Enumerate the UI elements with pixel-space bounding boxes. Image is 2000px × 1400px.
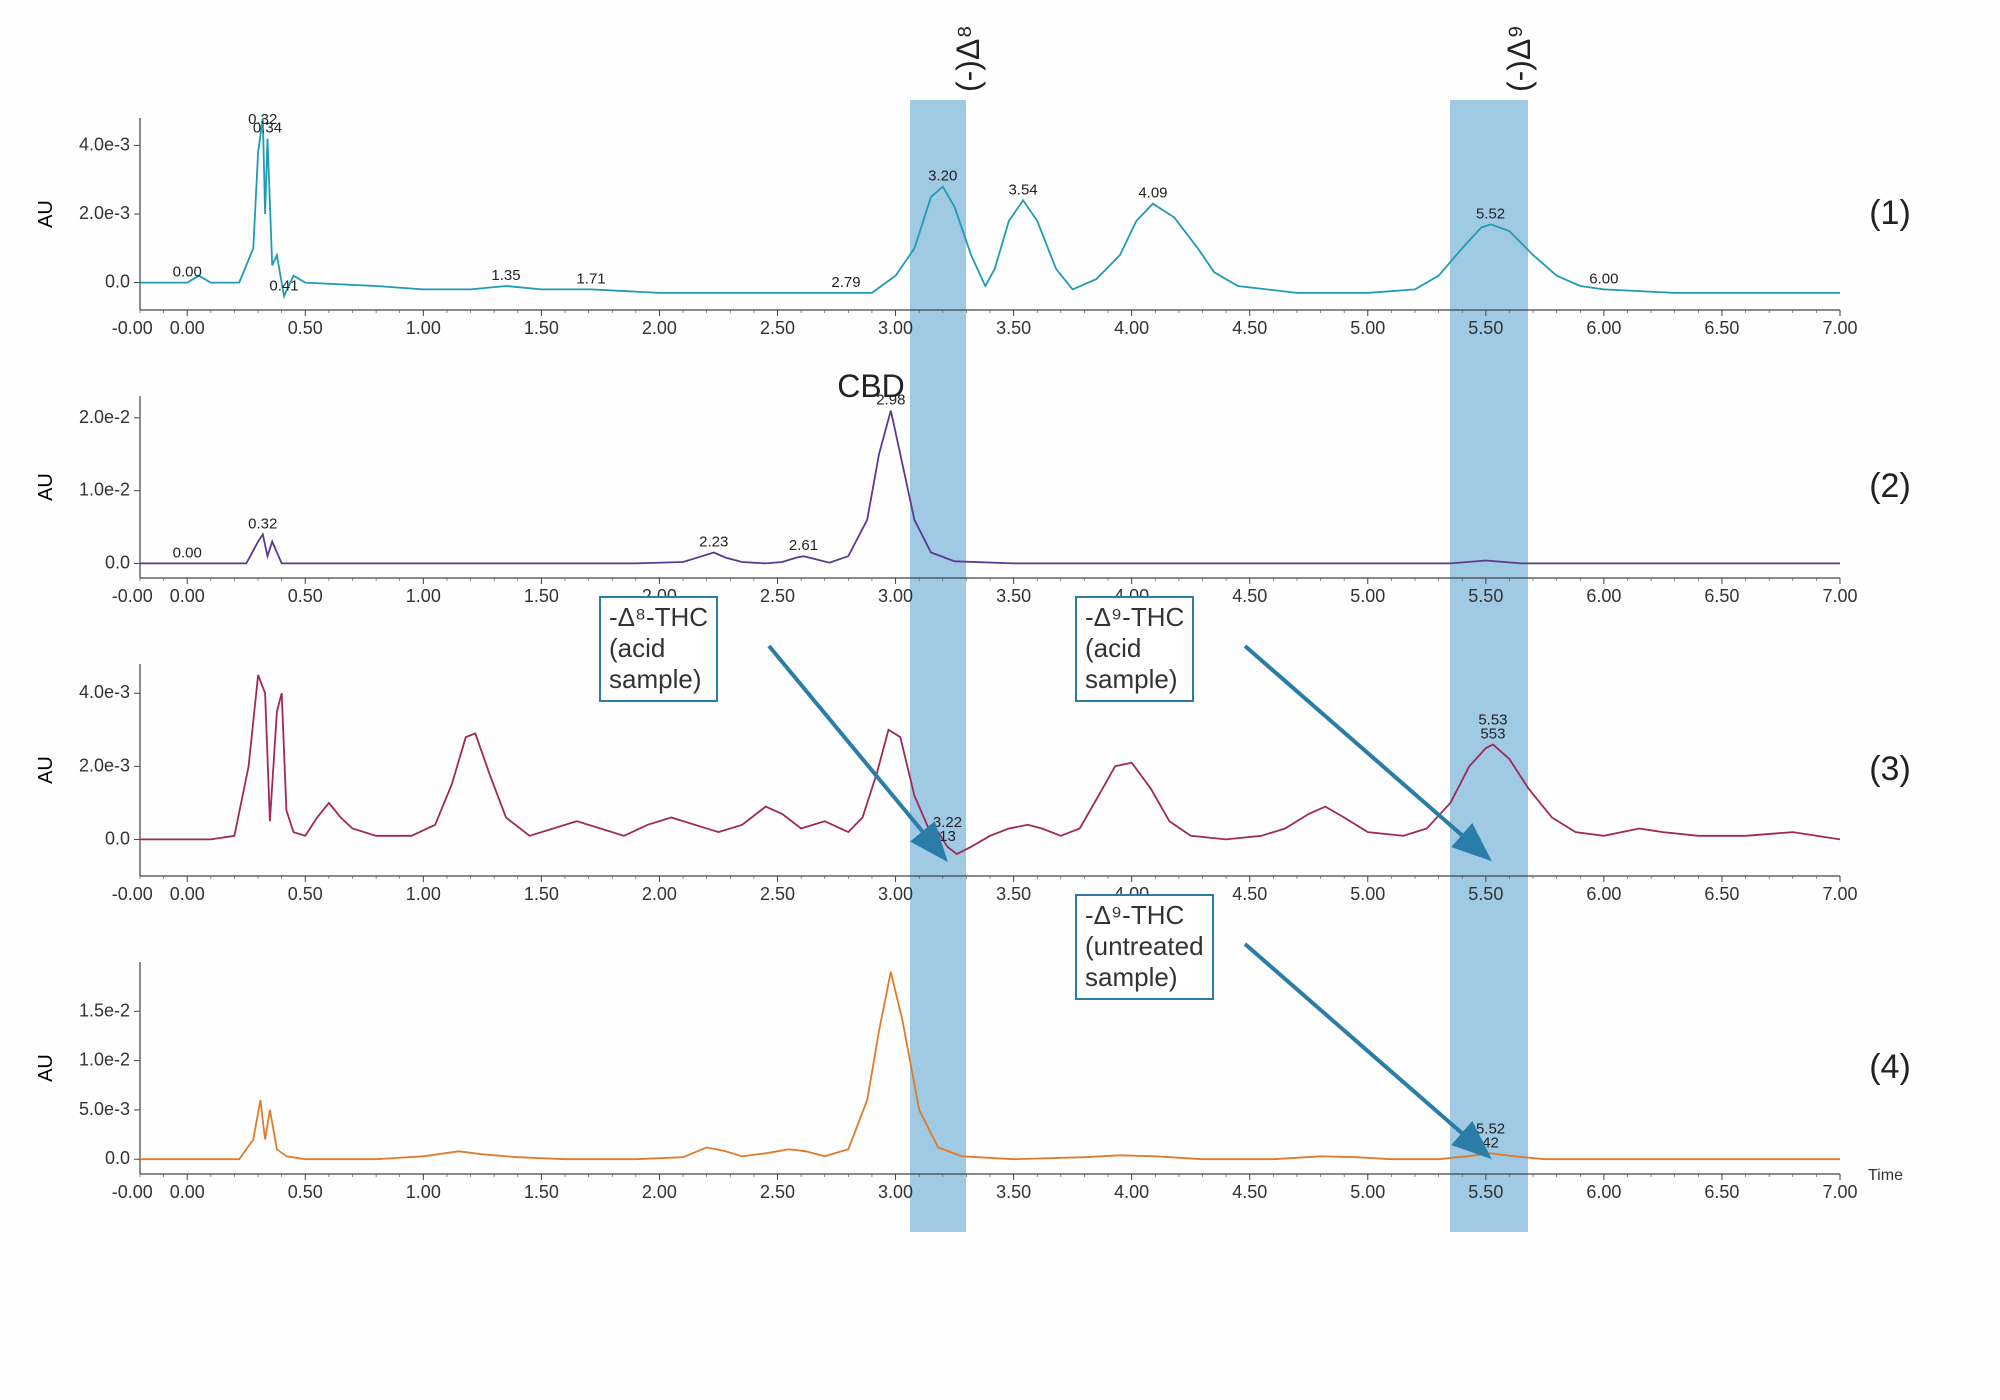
chromatogram-stack: (-)Δ⁸(-)Δ⁹0.000.501.001.502.002.503.003.… <box>30 30 1930 1252</box>
annotation-arrow <box>30 30 1930 1252</box>
